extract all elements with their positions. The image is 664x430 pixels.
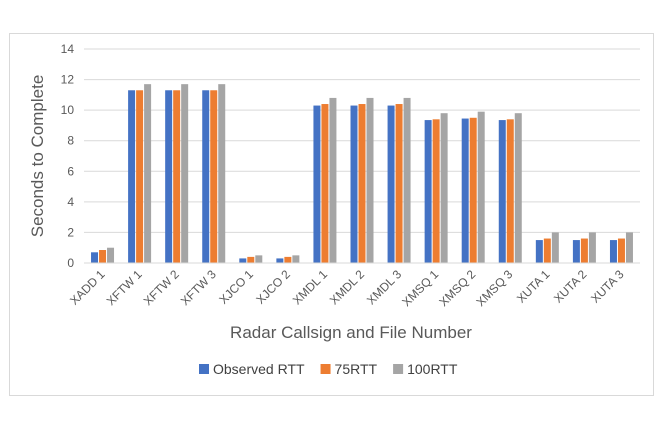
- bar: [313, 105, 321, 263]
- bar: [165, 90, 173, 263]
- bars: [91, 84, 633, 264]
- bar: [329, 97, 337, 263]
- bar: [99, 250, 107, 263]
- x-tick-label: XMSQ 1: [399, 267, 441, 309]
- x-tick-label: XMDL 2: [327, 267, 367, 307]
- x-tick-label: XMSQ 2: [436, 267, 478, 309]
- y-tick-label: 14: [61, 42, 75, 56]
- bar: [366, 97, 374, 263]
- x-tick-label: XMDL 3: [364, 267, 404, 307]
- chart-area: 0 2 4 6 8 10 12 14 XADD 1 XFTW 1 XFTW 2 XFTW 3 XJCO…: [9, 33, 654, 396]
- bar: [424, 120, 432, 263]
- bar: [107, 247, 115, 263]
- bar: [292, 255, 300, 263]
- x-tick-label: XJCO 2: [253, 267, 293, 307]
- x-tick-label: XMSQ 3: [473, 267, 515, 309]
- bar: [255, 255, 263, 263]
- bar: [136, 90, 144, 263]
- x-tick-label: XUTA 2: [551, 267, 590, 306]
- legend-label: 100RTT: [407, 361, 458, 377]
- x-tick-label: XFTW 3: [178, 267, 219, 308]
- bar: [284, 256, 292, 263]
- legend-swatch: [320, 364, 331, 374]
- y-axis-ticks: 0 2 4 6 8 10 12 14: [61, 42, 75, 270]
- bar: [128, 90, 136, 263]
- bar: [247, 256, 255, 263]
- bar: [580, 238, 588, 263]
- bar: [572, 240, 580, 263]
- y-tick-label: 4: [67, 195, 74, 209]
- y-tick-label: 0: [67, 256, 74, 270]
- bar: [181, 84, 189, 264]
- bar: [210, 90, 218, 263]
- x-tick-label: XUTA 3: [588, 267, 627, 306]
- bar: [387, 105, 395, 263]
- bar: [432, 119, 440, 263]
- bar: [403, 97, 411, 263]
- legend: Observed RTT 75RTT 100RTT: [199, 361, 458, 377]
- x-tick-label: XFTW 1: [104, 267, 145, 308]
- x-tick-label: XMDL 1: [290, 267, 330, 307]
- x-tick-label: XFTW 2: [141, 267, 182, 308]
- bar: [239, 258, 247, 263]
- bar: [202, 90, 210, 263]
- bar: [514, 113, 522, 263]
- bar: [506, 119, 514, 263]
- y-tick-label: 6: [67, 164, 74, 178]
- bar: [358, 104, 366, 264]
- bar: [588, 232, 596, 263]
- y-tick-label: 8: [67, 134, 74, 148]
- x-tick-label: XUTA 1: [514, 267, 553, 306]
- bar: [617, 238, 625, 263]
- legend-swatch: [199, 364, 209, 374]
- y-tick-label: 10: [61, 103, 75, 117]
- bar: [461, 118, 469, 263]
- x-tick-label: XJCO 1: [216, 267, 256, 307]
- x-tick-label: XADD 1: [67, 267, 108, 308]
- bar: [218, 84, 226, 264]
- bar: [609, 240, 617, 263]
- bar: [535, 240, 543, 263]
- bar: [543, 238, 551, 263]
- bar: [350, 105, 358, 263]
- bar: [625, 232, 633, 263]
- y-tick-label: 12: [61, 73, 75, 87]
- bar: [91, 252, 99, 263]
- bar: [469, 117, 477, 264]
- bar: [321, 104, 329, 264]
- bar: [144, 84, 152, 264]
- legend-swatch: [393, 364, 404, 374]
- y-axis-title: Seconds to Complete: [28, 75, 47, 238]
- legend-label: 75RTT: [335, 361, 378, 377]
- bar: [498, 120, 506, 263]
- bar: [477, 111, 485, 264]
- legend-label: Observed RTT: [213, 361, 305, 377]
- bar: [551, 232, 559, 263]
- bar: [276, 258, 284, 263]
- bar: [440, 113, 448, 263]
- x-axis-title: Radar Callsign and File Number: [230, 323, 472, 342]
- bar: [173, 90, 181, 263]
- bar: [395, 104, 403, 264]
- y-tick-label: 2: [67, 225, 74, 239]
